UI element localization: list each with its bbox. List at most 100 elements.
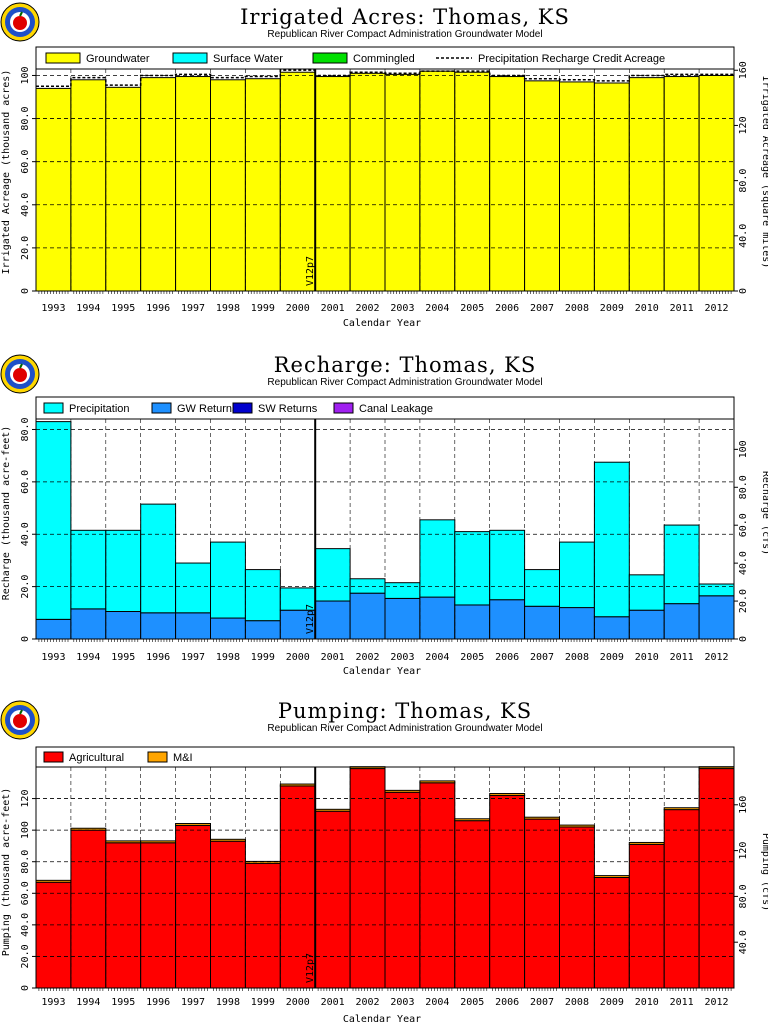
y-tick-label: 40.0 xyxy=(20,913,31,937)
bar-segment xyxy=(698,595,735,640)
right-y-tick-label: 40.0 xyxy=(738,930,749,954)
bar-segment xyxy=(698,768,735,989)
bar-segment xyxy=(663,809,700,989)
x-tick-label: 1998 xyxy=(216,997,240,1008)
bar-segment xyxy=(524,605,560,640)
x-tick-label: 2005 xyxy=(460,652,484,663)
bar-segment xyxy=(314,808,351,812)
bar-segment xyxy=(628,609,665,640)
x-tick-label: 1996 xyxy=(146,303,170,314)
x-tick-label: 1997 xyxy=(181,303,205,314)
right-y-tick-label: 40.0 xyxy=(738,551,749,575)
bar-segment xyxy=(663,76,700,292)
x-axis-label: Calendar Year xyxy=(343,318,421,329)
y-tick-label: 40.0 xyxy=(20,522,31,546)
x-tick-label: 1999 xyxy=(251,997,275,1008)
bar-segment xyxy=(454,820,491,989)
model-version-label: V12p7 xyxy=(305,604,316,634)
bar-segment xyxy=(384,597,421,640)
bar-segment xyxy=(628,574,665,611)
legend: Precipitation GW Returns SW Returns Canal L… xyxy=(35,396,735,420)
legend-label: SW Returns xyxy=(258,403,318,415)
y-tick-label: 0 xyxy=(20,636,31,642)
x-tick-label: 2012 xyxy=(705,997,729,1008)
y-tick-label: 60.0 xyxy=(20,150,31,174)
x-tick-label: 2000 xyxy=(286,997,310,1008)
legend-label: Groundwater xyxy=(86,53,150,65)
plot-area: V12p7 0 20.0 40.0 60.0 80.0 100 120 40.0 80.0 120 1… xyxy=(20,766,749,1008)
chart-title: Irrigated Acres: Thomas, KS xyxy=(240,5,570,29)
bar-segment xyxy=(244,620,281,640)
legend-swatch xyxy=(232,402,253,414)
x-tick-label: 2007 xyxy=(530,652,554,663)
legend-label: Surface Water xyxy=(213,53,283,65)
right-axis-label: Irrigated Acreage (square miles) xyxy=(760,76,768,269)
bar-segment xyxy=(314,810,351,989)
x-tick-label: 2009 xyxy=(600,303,624,314)
x-tick-label: 1994 xyxy=(76,652,100,663)
bar-segment xyxy=(175,562,212,614)
x-tick-label: 2002 xyxy=(356,303,380,314)
x-tick-label: 1995 xyxy=(111,652,135,663)
bar-segment xyxy=(105,611,142,640)
bar-segment xyxy=(628,843,665,989)
x-tick-label: 2011 xyxy=(670,997,694,1008)
bar-segment xyxy=(314,548,351,602)
bar-segment xyxy=(105,842,142,989)
bar-segment xyxy=(35,421,72,620)
bar-segment xyxy=(593,82,630,292)
bar-segment xyxy=(244,78,281,292)
x-tick-label: 1996 xyxy=(146,997,170,1008)
x-tick-label: 1995 xyxy=(111,997,135,1008)
bar-segment xyxy=(70,529,107,610)
right-axis-label: Pumping (cfs) xyxy=(760,833,768,911)
plot-area: V12p7 0 20.0 40.0 60.0 80.0 0 20.0 40.0 60.0 80.0 1… xyxy=(20,417,749,663)
right-axis-label: Recharge (cfs) xyxy=(760,471,768,555)
bar-segment xyxy=(175,612,212,640)
x-tick-label: 1998 xyxy=(216,303,240,314)
irrigated-acres-chart: Irrigated Acres: Thomas, KS Republican R… xyxy=(0,0,768,340)
bar-segment xyxy=(524,80,560,292)
bar-segment xyxy=(593,461,630,618)
x-tick-label: 2002 xyxy=(356,652,380,663)
bar-segment xyxy=(419,596,456,640)
right-y-tick-label: 0 xyxy=(738,288,749,294)
legend-swatch xyxy=(43,751,64,763)
chart-subtitle: Republican River Compact Administration … xyxy=(267,723,542,734)
x-tick-label: 2003 xyxy=(390,997,414,1008)
bar-segment xyxy=(559,81,595,292)
x-tick-label: 2004 xyxy=(425,997,449,1008)
bar-segment xyxy=(279,783,316,787)
recharge-svg: Recharge: Thomas, KS Republican River Co… xyxy=(0,353,768,677)
bar-segment xyxy=(559,541,595,609)
bar-segment xyxy=(384,73,421,292)
x-tick-label: 2008 xyxy=(565,303,589,314)
bar-segment xyxy=(175,76,212,292)
legend-swatch xyxy=(45,52,81,64)
bar-segment xyxy=(489,599,526,640)
x-tick-label: 2010 xyxy=(635,652,659,663)
chart-subtitle: Republican River Compact Administration … xyxy=(267,377,542,388)
x-tick-label: 1999 xyxy=(251,303,275,314)
y-tick-label: 20.0 xyxy=(20,236,31,260)
bar-segment xyxy=(35,618,72,640)
bar-segment xyxy=(559,824,595,828)
legend-swatch xyxy=(172,52,208,64)
right-y-tick-label: 40.0 xyxy=(738,224,749,248)
x-tick-label: 2003 xyxy=(390,303,414,314)
seal-logo xyxy=(0,2,40,42)
right-y-tick-label: 120 xyxy=(738,842,749,860)
bar-segment xyxy=(384,582,421,599)
bar-segment xyxy=(279,609,316,640)
model-version-label: V12p7 xyxy=(305,953,316,983)
bar-segment xyxy=(175,824,212,989)
y-tick-label: 20.0 xyxy=(20,575,31,599)
x-tick-label: 1994 xyxy=(76,303,100,314)
right-y-tick-label: 0 xyxy=(738,636,749,642)
x-tick-label: 1995 xyxy=(111,303,135,314)
x-tick-label: 2011 xyxy=(670,303,694,314)
bar-segment xyxy=(314,76,351,292)
seal-logo xyxy=(0,354,40,394)
bar-segment xyxy=(349,592,386,640)
